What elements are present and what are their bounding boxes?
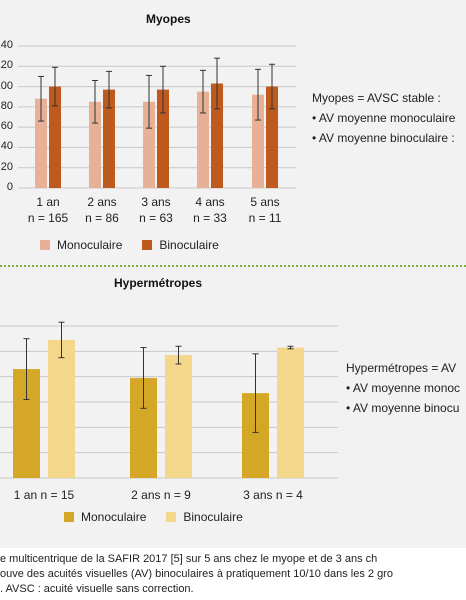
bar-binoculaire (49, 86, 61, 188)
legend-swatch-monoculaire (64, 512, 74, 522)
y-tick-label: 140 (0, 39, 13, 51)
chart-title-hypermetropes: Hypermétropes (114, 276, 203, 290)
y-tick-label: 0 (6, 181, 13, 193)
y-tick-label: 120 (0, 59, 13, 72)
bar-binoculaire (266, 86, 278, 188)
x-tick-label: 1 an n = 15 (13, 488, 75, 502)
x-tick-label: 4 ans n = 33 (193, 195, 227, 225)
legend-label-monoculaire: Monoculaire (81, 510, 147, 524)
bar-monoculaire (143, 101, 155, 188)
caption-line: ouve des acuités visuelles (AV) binocula… (0, 568, 393, 580)
caption-line: . AVSC : acuité visuelle sans correction… (0, 583, 194, 595)
x-tick-label: 2 ans n = 86 (85, 195, 119, 225)
x-tick-label: 2 ans n = 9 (131, 488, 191, 502)
note-line: Myopes = AVSC stable : (312, 91, 441, 105)
y-tick-label: 20 (0, 160, 13, 173)
legend-swatch-binoculaire (166, 512, 177, 522)
note-line: • AV moyenne monoc (346, 381, 461, 395)
chart-title-myopes: Myopes (146, 12, 191, 26)
note-hypermetropes: Hypermétropes = AV • AV moyenne monoc • … (346, 358, 460, 418)
legend-label-binoculaire: Binoculaire (183, 510, 243, 524)
note-line: • AV moyenne monoculaire (312, 111, 456, 125)
section-divider (0, 265, 466, 267)
note-line: • AV moyenne binoculaire : (312, 131, 455, 145)
y-tick-label: 80 (0, 99, 13, 112)
bar-binoculaire (211, 83, 223, 188)
caption-line: e multicentrique de la SAFIR 2017 [5] su… (0, 553, 378, 565)
myopes-plot (18, 45, 296, 189)
note-myopes: Myopes = AVSC stable : • AV moyenne mono… (312, 88, 455, 148)
bar-binoculaire (103, 89, 115, 188)
legend-label-monoculaire: Monoculaire (57, 238, 123, 252)
x-tick-label: 1 an n = 165 (27, 195, 69, 225)
y-tick-label: 100 (0, 79, 13, 92)
bar-binoculaire (277, 347, 304, 478)
x-tick-label: 3 ans n = 4 (243, 488, 303, 502)
legend-swatch-binoculaire (142, 240, 153, 250)
legend-label-binoculaire: Binoculaire (159, 238, 219, 252)
note-line: Hypermétropes = AV (346, 361, 457, 375)
hypermetropes-plot (0, 321, 338, 479)
bar-monoculaire (197, 91, 209, 188)
bar-monoculaire (252, 94, 264, 188)
legend-hypermetropes: Monoculaire Binoculaire (64, 510, 243, 524)
figure-panel: Myopes 0 20 40 60 80 100 120 140 1 ann = 165 2 a… (0, 0, 466, 548)
note-line: • AV moyenne binocu (346, 401, 460, 415)
x-tick-label: 5 ans n = 11 (248, 195, 282, 225)
x-tick-label: 3 ans n = 63 (139, 195, 173, 225)
bar-binoculaire (165, 355, 192, 478)
y-tick-label: 60 (0, 120, 13, 133)
figure-caption: e multicentrique de la SAFIR 2017 [5] su… (0, 552, 466, 597)
legend-swatch-monoculaire (40, 240, 50, 250)
bar-binoculaire (157, 89, 169, 188)
y-tick-label: 40 (0, 140, 13, 153)
legend-myopes: Monoculaire Binoculaire (40, 238, 219, 252)
bar-binoculaire (48, 339, 75, 478)
